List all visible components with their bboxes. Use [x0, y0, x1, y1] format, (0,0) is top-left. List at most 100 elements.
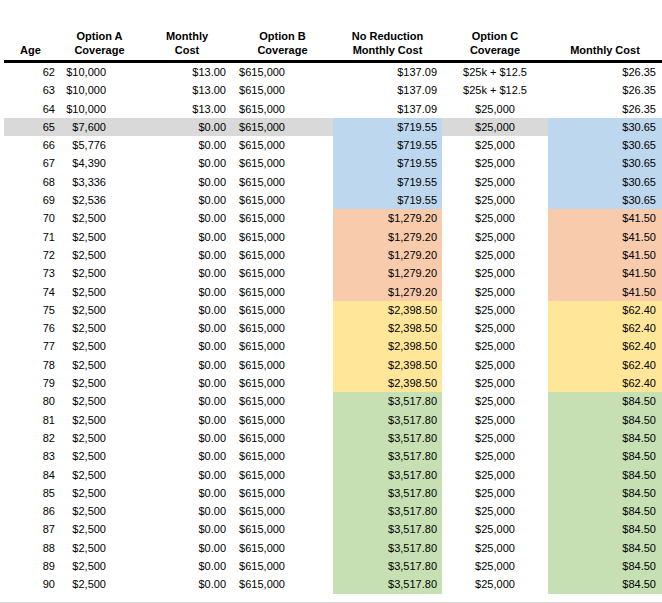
cell-age[interactable]: 74 [4, 283, 57, 301]
cell-monthly-cost-a[interactable]: $0.00 [142, 429, 232, 447]
cell-no-reduction-monthly-cost[interactable]: $3,517.80 [333, 520, 442, 538]
cell-monthly-cost-a[interactable]: $13.00 [142, 100, 232, 118]
cell-option-a-coverage[interactable]: $4,390 [57, 154, 142, 172]
cell-monthly-cost-a[interactable]: $0.00 [142, 484, 232, 502]
cell-monthly-cost-c[interactable]: $26.35 [548, 81, 662, 99]
cell-age[interactable]: 65 [4, 118, 57, 136]
cell-no-reduction-monthly-cost[interactable]: $3,517.80 [333, 539, 442, 557]
cell-option-b-coverage[interactable]: $615,000 [232, 466, 333, 484]
cell-age[interactable]: 87 [4, 520, 57, 538]
cell-option-c-coverage[interactable]: $25,000 [442, 154, 548, 172]
cell-monthly-cost-a[interactable]: $0.00 [142, 337, 232, 355]
cell-no-reduction-monthly-cost[interactable]: $719.55 [333, 191, 442, 209]
cell-no-reduction-monthly-cost[interactable]: $1,279.20 [333, 209, 442, 227]
cell-age[interactable]: 70 [4, 209, 57, 227]
cell-option-b-coverage[interactable]: $615,000 [232, 81, 333, 99]
cell-option-b-coverage[interactable]: $615,000 [232, 136, 333, 154]
cell-age[interactable]: 77 [4, 337, 57, 355]
cell-age[interactable]: 75 [4, 301, 57, 319]
cell-age[interactable]: 84 [4, 466, 57, 484]
cell-option-a-coverage[interactable]: $2,500 [57, 392, 142, 410]
cell-monthly-cost-a[interactable]: $0.00 [142, 228, 232, 246]
cell-age[interactable]: 69 [4, 191, 57, 209]
cell-option-c-coverage[interactable]: $25,000 [442, 447, 548, 465]
cell-no-reduction-monthly-cost[interactable]: $3,517.80 [333, 575, 442, 593]
cell-option-a-coverage[interactable]: $2,500 [57, 557, 142, 575]
cell-monthly-cost-a[interactable]: $0.00 [142, 557, 232, 575]
cell-option-b-coverage[interactable]: $615,000 [232, 209, 333, 227]
cell-option-c-coverage[interactable]: $25,000 [442, 301, 548, 319]
cell-no-reduction-monthly-cost[interactable]: $719.55 [333, 118, 442, 136]
cell-monthly-cost-a[interactable]: $0.00 [142, 209, 232, 227]
cell-option-c-coverage[interactable]: $25k + $12.5 [442, 81, 548, 99]
cell-monthly-cost-a[interactable]: $0.00 [142, 246, 232, 264]
cell-age[interactable]: 72 [4, 246, 57, 264]
cell-option-c-coverage[interactable]: $25,000 [442, 411, 548, 429]
cell-monthly-cost-a[interactable]: $0.00 [142, 502, 232, 520]
cell-option-a-coverage[interactable]: $2,500 [57, 447, 142, 465]
cell-no-reduction-monthly-cost[interactable]: $3,517.80 [333, 411, 442, 429]
cell-monthly-cost-a[interactable]: $13.00 [142, 62, 232, 82]
cell-monthly-cost-a[interactable]: $0.00 [142, 520, 232, 538]
cell-monthly-cost-c[interactable]: $26.35 [548, 62, 662, 82]
cell-monthly-cost-c[interactable]: $41.50 [548, 283, 662, 301]
cell-option-c-coverage[interactable]: $25,000 [442, 484, 548, 502]
cell-option-c-coverage[interactable]: $25,000 [442, 539, 548, 557]
cell-monthly-cost-c[interactable]: $30.65 [548, 191, 662, 209]
cell-monthly-cost-c[interactable]: $84.50 [548, 411, 662, 429]
cell-monthly-cost-a[interactable]: $0.00 [142, 374, 232, 392]
cell-option-b-coverage[interactable]: $615,000 [232, 100, 333, 118]
cell-no-reduction-monthly-cost[interactable]: $137.09 [333, 100, 442, 118]
cell-monthly-cost-c[interactable]: $84.50 [548, 466, 662, 484]
cell-option-a-coverage[interactable]: $2,500 [57, 575, 142, 593]
cell-age[interactable]: 83 [4, 447, 57, 465]
cell-no-reduction-monthly-cost[interactable]: $137.09 [333, 81, 442, 99]
cell-age[interactable]: 89 [4, 557, 57, 575]
cell-option-b-coverage[interactable]: $615,000 [232, 374, 333, 392]
cell-monthly-cost-c[interactable]: $84.50 [548, 447, 662, 465]
cell-monthly-cost-a[interactable]: $0.00 [142, 319, 232, 337]
cell-no-reduction-monthly-cost[interactable]: $1,279.20 [333, 228, 442, 246]
cell-monthly-cost-c[interactable]: $84.50 [548, 575, 662, 593]
cell-option-a-coverage[interactable]: $2,500 [57, 411, 142, 429]
col-header-option-a-coverage[interactable]: Option A Coverage [57, 18, 142, 62]
cell-monthly-cost-c[interactable]: $84.50 [548, 484, 662, 502]
cell-option-c-coverage[interactable]: $25,000 [442, 100, 548, 118]
cell-option-a-coverage[interactable]: $2,500 [57, 502, 142, 520]
cell-option-a-coverage[interactable]: $2,500 [57, 466, 142, 484]
cell-age[interactable]: 81 [4, 411, 57, 429]
cell-option-a-coverage[interactable]: $3,336 [57, 173, 142, 191]
cell-no-reduction-monthly-cost[interactable]: $3,517.80 [333, 392, 442, 410]
col-header-no-reduction-monthly-cost[interactable]: No Reduction Monthly Cost [333, 18, 442, 62]
cell-age[interactable]: 85 [4, 484, 57, 502]
cell-monthly-cost-a[interactable]: $0.00 [142, 575, 232, 593]
cell-age[interactable]: 73 [4, 264, 57, 282]
cell-no-reduction-monthly-cost[interactable]: $719.55 [333, 173, 442, 191]
cell-no-reduction-monthly-cost[interactable]: $1,279.20 [333, 264, 442, 282]
cell-monthly-cost-c[interactable]: $41.50 [548, 264, 662, 282]
cell-option-a-coverage[interactable]: $10,000 [57, 100, 142, 118]
cell-monthly-cost-a[interactable]: $0.00 [142, 173, 232, 191]
cell-option-c-coverage[interactable]: $25,000 [442, 502, 548, 520]
cell-age[interactable]: 62 [4, 62, 57, 82]
cell-option-b-coverage[interactable]: $615,000 [232, 484, 333, 502]
cell-option-c-coverage[interactable]: $25,000 [442, 191, 548, 209]
cell-monthly-cost-c[interactable]: $62.40 [548, 374, 662, 392]
cell-monthly-cost-c[interactable]: $62.40 [548, 337, 662, 355]
cell-option-c-coverage[interactable]: $25,000 [442, 466, 548, 484]
cell-option-c-coverage[interactable]: $25,000 [442, 246, 548, 264]
cell-monthly-cost-a[interactable]: $0.00 [142, 356, 232, 374]
cell-option-c-coverage[interactable]: $25,000 [442, 173, 548, 191]
cell-monthly-cost-a[interactable]: $0.00 [142, 466, 232, 484]
cell-monthly-cost-a[interactable]: $0.00 [142, 283, 232, 301]
cell-option-c-coverage[interactable]: $25,000 [442, 520, 548, 538]
cell-age[interactable]: 90 [4, 575, 57, 593]
cell-option-b-coverage[interactable]: $615,000 [232, 557, 333, 575]
col-header-option-b-coverage[interactable]: Option B Coverage [232, 18, 333, 62]
cell-monthly-cost-c[interactable]: $30.65 [548, 173, 662, 191]
cell-option-c-coverage[interactable]: $25,000 [442, 575, 548, 593]
cell-monthly-cost-c[interactable]: $84.50 [548, 429, 662, 447]
cell-option-c-coverage[interactable]: $25,000 [442, 429, 548, 447]
cell-option-b-coverage[interactable]: $615,000 [232, 191, 333, 209]
cell-option-b-coverage[interactable]: $615,000 [232, 283, 333, 301]
